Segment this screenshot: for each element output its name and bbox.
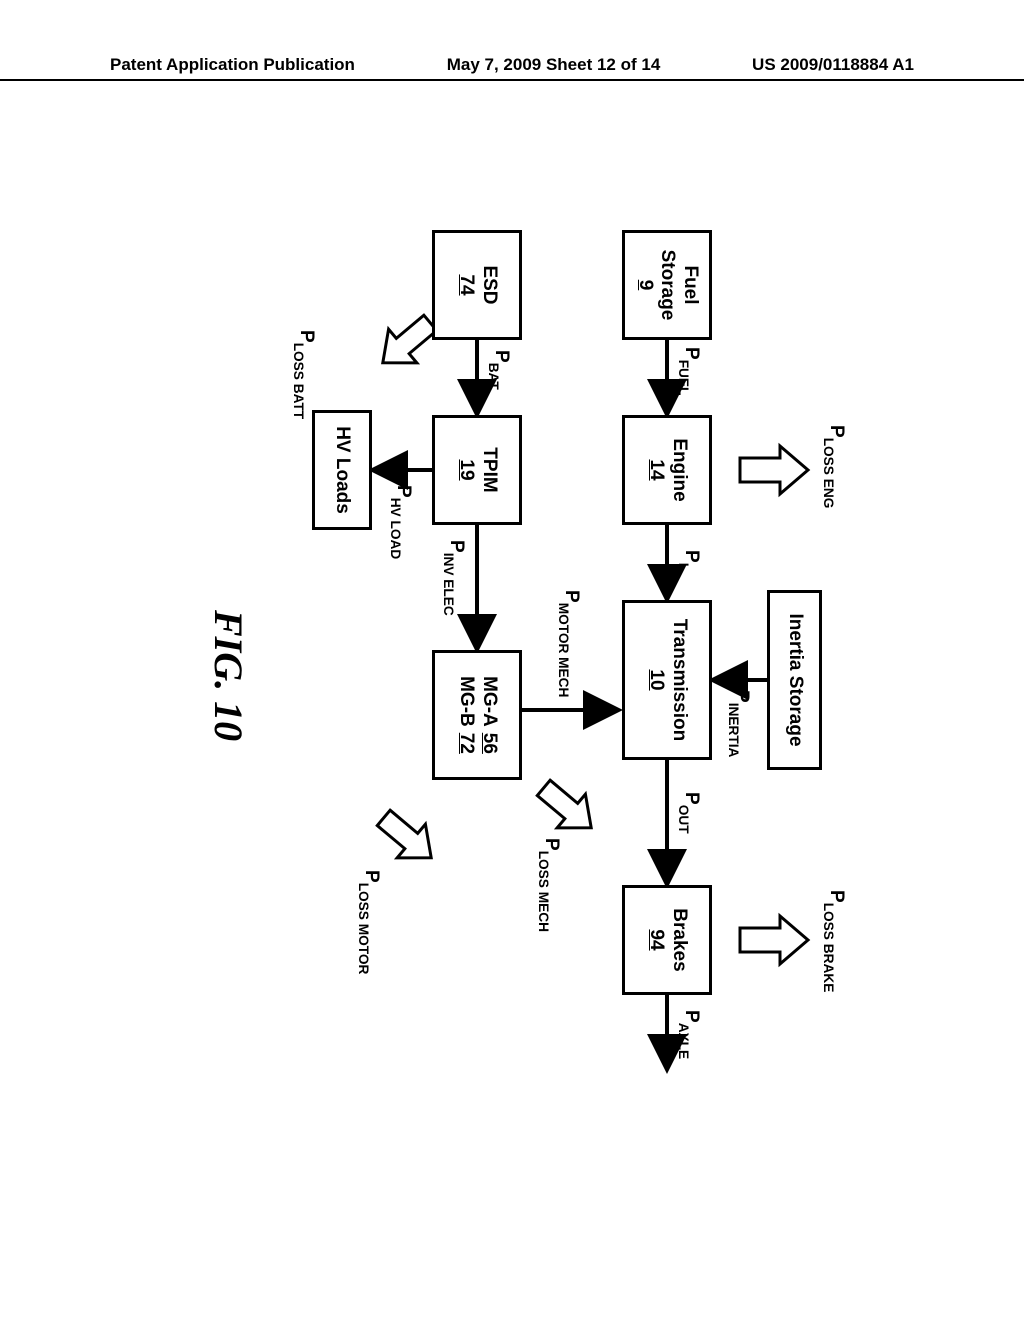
label-p-fuel: PFUEL [678,347,702,395]
label-p-bat: PBAT [488,350,512,390]
esd-label: ESD [477,265,500,304]
fuel-storage-ref: 9 [633,280,656,291]
box-hvloads: HV Loads [312,410,372,530]
label-p-loss-motor: PLOSS MOTOR [358,870,382,974]
mg-b-ref: 72 [454,733,477,754]
engine-label: Engine [667,438,690,501]
label-p-inv-elec: PINV ELEC [443,540,467,616]
label-p-loss-brake: PLOSS BRAKE [823,890,847,992]
label-p-out: POUT [678,792,702,834]
box-fuel-storage: FuelStorage 9 [622,230,712,340]
label-p-hv-load: PHV LOAD [390,485,414,559]
label-p-loss-eng: PLOSS ENG [823,425,847,508]
box-transmission: Transmission 10 [622,600,712,760]
label-p-i: PI [678,550,702,567]
header-center: May 7, 2009 Sheet 12 of 14 [447,55,661,75]
box-engine: Engine 14 [622,415,712,525]
figure-label: FIG. 10 [205,610,252,741]
mg-a-ref: 56 [477,733,500,754]
box-esd: ESD 74 [432,230,522,340]
hvloads-label: HV Loads [331,426,354,514]
box-mg: MG-A 56 MG-B 72 [432,650,522,780]
label-p-axle: PAXLE [678,1010,702,1059]
diagram-container: FuelStorage 9 Engine 14 Inertia Storage … [162,210,862,1110]
fuel-storage-label: FuelStorage [656,250,702,321]
inertia-label: Inertia Storage [783,613,806,746]
header-right: US 2009/0118884 A1 [752,55,914,75]
box-brakes: Brakes 94 [622,885,712,995]
box-tpim: TPIM 19 [432,415,522,525]
label-p-loss-batt: PLOSS BATT [293,330,317,419]
label-p-motor-mech: PMOTOR MECH [558,590,582,697]
transmission-ref: 10 [644,669,667,690]
engine-ref: 14 [644,459,667,480]
box-inertia: Inertia Storage [767,590,822,770]
esd-ref: 74 [454,274,477,295]
transmission-label: Transmission [667,619,690,742]
header-left: Patent Application Publication [110,55,355,75]
mg-a-label: MG-A [477,676,500,727]
mg-b-label: MG-B [454,676,477,727]
page-header: Patent Application Publication May 7, 20… [0,55,1024,81]
label-p-inertia: PINERTIA [728,690,752,757]
tpim-ref: 19 [454,459,477,480]
brakes-ref: 94 [644,929,667,950]
tpim-label: TPIM [477,447,500,492]
label-p-loss-mech: PLOSS MECH [538,838,562,932]
brakes-label: Brakes [667,908,690,971]
